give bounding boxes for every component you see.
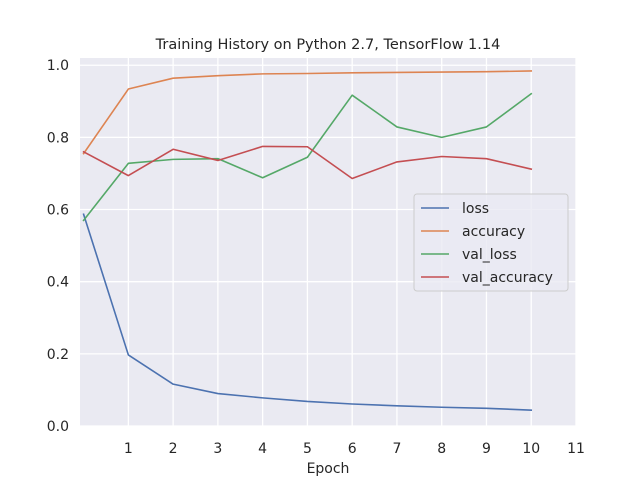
y-tick-label: 0.4 <box>47 275 69 291</box>
x-tick-label: 5 <box>303 441 312 457</box>
x-tick-label: 6 <box>348 441 357 457</box>
series-line-loss <box>82 213 533 411</box>
legend-label-accuracy: accuracy <box>462 224 525 240</box>
series-line-accuracy <box>82 70 533 155</box>
x-tick-label: 10 <box>522 441 540 457</box>
x-axis-ticks: 1 2 3 4 5 6 7 8 9 10 11 <box>124 441 585 457</box>
y-tick-label: 0.6 <box>47 203 69 219</box>
legend: loss accuracy val_loss val_accuracy <box>413 193 569 292</box>
x-tick-label: 7 <box>392 441 401 457</box>
x-tick-label: 3 <box>213 441 222 457</box>
series-line-val-loss <box>82 92 533 222</box>
y-tick-label: 0.2 <box>47 347 69 363</box>
series-line-val-accuracy <box>82 145 533 180</box>
y-tick-label: 0.0 <box>47 419 69 435</box>
y-tick-label: 0.8 <box>47 130 69 146</box>
x-tick-label: 1 <box>124 441 133 457</box>
series-lines <box>82 70 533 411</box>
x-axis-title: Epoch <box>307 461 350 477</box>
legend-label-val-loss: val_loss <box>462 247 517 263</box>
chart-title: Training History on Python 2.7, TensorFl… <box>155 37 501 53</box>
x-tick-label: 11 <box>567 441 585 457</box>
x-tick-label: 9 <box>482 441 491 457</box>
y-axis-ticks: 0.0 0.2 0.4 0.6 0.8 1.0 <box>47 58 69 435</box>
legend-box <box>413 193 569 292</box>
x-tick-label: 4 <box>258 441 267 457</box>
y-tick-label: 1.0 <box>47 58 69 74</box>
x-tick-label: 8 <box>437 441 446 457</box>
legend-label-loss: loss <box>462 201 489 217</box>
legend-label-val-accuracy: val_accuracy <box>462 270 553 286</box>
x-tick-label: 2 <box>169 441 178 457</box>
